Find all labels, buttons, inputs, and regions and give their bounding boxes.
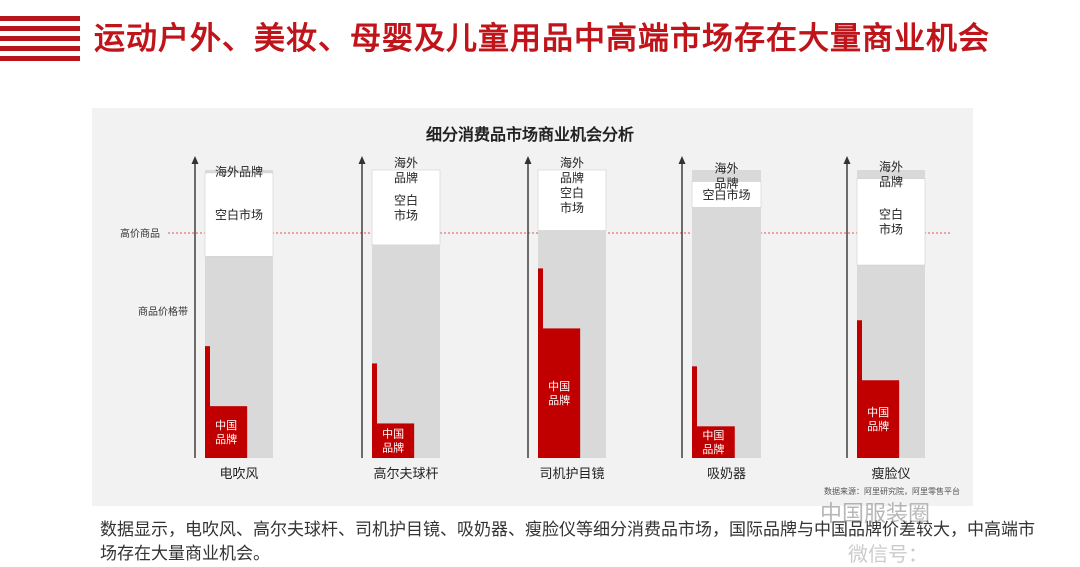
category-label: 高尔夫球杆 [373,466,438,482]
overseas-brand-label: 海外品牌 [394,155,418,185]
category-label: 电吹风 [219,467,258,482]
axis-arrow-icon [524,156,532,164]
blank-market-label: 空白市场 [702,187,750,202]
watermark-sub-text: 微信号： [848,542,928,566]
china-brand-label: 中国品牌 [867,406,889,433]
china-brand-label: 中国品牌 [215,419,237,446]
blank-market-label: 空白市场 [879,207,903,237]
overseas-brand-label: 海外品牌 [714,161,738,191]
caption-text: 数据显示，电吹风、高尔夫球杆、司机护目镜、吸奶器、瘦脸仪等细分消费品市场，国际品… [100,520,1035,564]
overseas-brand-label: 海外品牌 [215,164,263,179]
chart-panel: 细分消费品市场商业机会分析 高价商品 商品价格带 海外品牌 空白市场 中国品牌 电吹风 海外品… [92,108,973,506]
axis-arrow-icon [843,156,851,164]
axis-arrow-icon [678,156,686,164]
china-brand-label: 中国品牌 [548,380,570,407]
overseas-brand-label: 海外品牌 [560,155,584,185]
china-brand-label: 中国品牌 [702,429,724,456]
blank-market-bar [856,178,926,266]
china-brand-bar [857,380,900,458]
overseas-brand-bar [692,170,761,458]
blank-market-bar [691,181,762,208]
china-price-band-line [692,366,697,458]
china-price-band-line [857,320,862,458]
china-price-band-line [538,268,543,458]
china-price-band-line [205,346,210,458]
china-brand-label: 中国品牌 [382,428,404,455]
market-opportunity-chart: 细分消费品市场商业机会分析高价商品商品价格带海外品牌空白市场中国品牌电吹风海外品… [120,125,960,496]
axis-arrow-icon [358,156,366,164]
china-price-band-line [372,363,377,458]
overseas-brand-label: 海外品牌 [879,159,903,189]
page-title: 运动户外、美妆、母婴及儿童用品中高端市场存在大量商业机会 [94,21,990,57]
blank-market-label: 空白市场 [560,185,584,215]
axis-arrow-icon [191,156,199,164]
y-axis-label-premium: 高价商品 [120,227,160,240]
china-brand-bar [538,328,581,458]
category-label: 司机护目镜 [539,467,604,482]
blank-market-bar [371,169,441,246]
chart-title: 细分消费品市场商业机会分析 [426,125,634,144]
category-label: 瘦脸仪 [871,466,910,482]
watermark-text: 中国服装圈 [820,502,931,527]
china-brand-bar [205,406,248,458]
blank-market-bar [537,169,607,231]
y-axis-label-price-band: 商品价格带 [138,305,188,318]
header-stripes-logo [0,16,80,62]
china-brand-bar [372,423,415,458]
source-note: 数据来源：阿里研究院，阿里零售平台 [824,486,960,496]
china-brand-bar [692,426,735,458]
blank-market-label: 空白市场 [394,192,418,222]
category-label: 吸奶器 [707,467,746,482]
blank-market-label: 空白市场 [215,207,263,222]
blank-market-bar [204,172,274,257]
